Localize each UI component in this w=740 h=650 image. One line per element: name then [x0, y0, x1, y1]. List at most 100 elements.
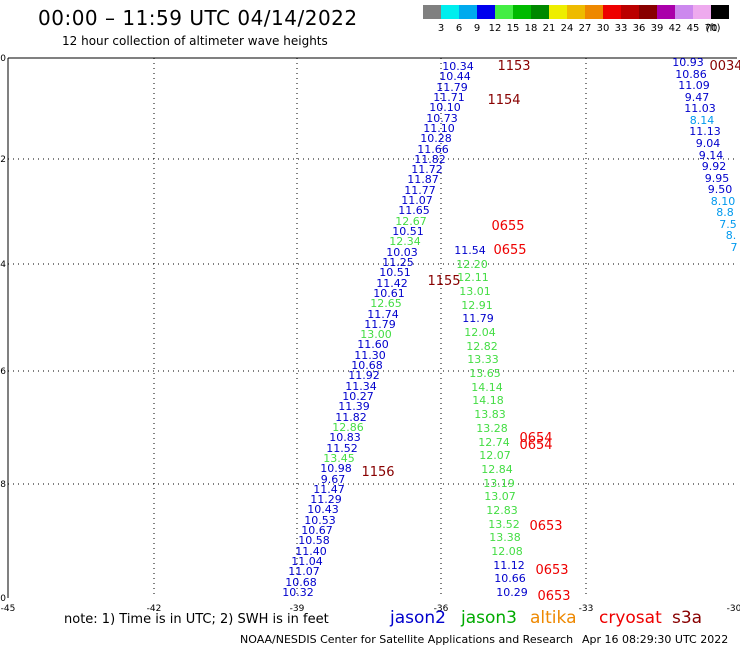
wave-height-label: 11.66: [417, 143, 449, 156]
wave-height-label: 11.74: [367, 308, 399, 321]
pass-time-label: 1155: [427, 274, 460, 289]
pass-time-label: 1154: [487, 93, 520, 108]
latitude-label: -40: [0, 54, 6, 64]
wave-height-label: 10.53: [304, 514, 336, 527]
wave-height-label: 11.30: [354, 349, 386, 362]
wave-height-label: 11.47: [313, 483, 345, 496]
wave-height-label: 10.61: [373, 287, 405, 300]
wave-height-label: 13.19: [483, 477, 515, 490]
wave-height-label: 13.38: [489, 531, 521, 544]
scale-swatch: [621, 5, 639, 19]
longitude-label: -45: [1, 604, 16, 614]
scale-tick-label: 6: [455, 23, 463, 34]
wave-height-label: 12.74: [478, 436, 510, 449]
scale-tick-label: 36: [632, 23, 646, 34]
scale-tick-label: 9: [473, 23, 481, 34]
wave-height-label: 10.86: [675, 68, 707, 81]
wave-height-label: 12.83: [486, 504, 518, 517]
scale-swatch: [549, 5, 567, 19]
wave-height-label: 11.71: [433, 91, 465, 104]
wave-height-label: 12.20: [456, 258, 488, 271]
wave-height-label: 12.34: [389, 235, 421, 248]
wave-height-label: 10.34: [442, 60, 474, 73]
wave-height-label: 10.67: [301, 524, 333, 537]
scale-swatch: [423, 5, 441, 19]
wave-height-label: 10.43: [307, 503, 339, 516]
wave-height-label: 8.14: [690, 114, 715, 127]
pass-time-label: 0654: [519, 438, 552, 453]
wave-height-label: 11.87: [407, 173, 439, 186]
scale-swatch: [441, 5, 459, 19]
wave-height-label: 13.00: [360, 328, 392, 341]
wave-height-label: 9.14: [699, 149, 724, 162]
wave-height-label: 9.47: [685, 91, 710, 104]
wave-height-label: 12.86: [332, 421, 364, 434]
scale-swatch: [639, 5, 657, 19]
scale-tick-label: 12: [488, 23, 502, 34]
scale-tick-label: 21: [542, 23, 556, 34]
scale-tick-label: 27: [578, 23, 592, 34]
wave-height-label: 11.52: [326, 442, 358, 455]
wave-height-label: 9.04: [696, 137, 721, 150]
wave-height-label: 10.66: [494, 572, 526, 585]
wave-height-label: 10.51: [392, 225, 424, 238]
legend-altika: altika: [530, 608, 577, 628]
wave-height-label: 11.25: [382, 256, 414, 269]
longitude-label: -36: [434, 604, 449, 614]
page-subtitle: 12 hour collection of altimeter wave hei…: [62, 34, 328, 48]
wave-height-label: 10.51: [379, 266, 411, 279]
wave-height-label: 13.01: [459, 285, 491, 298]
legend-cryosat: cryosat: [599, 608, 662, 628]
wave-height-label: 10.58: [298, 534, 330, 547]
scale-tick-label: 45: [686, 23, 700, 34]
wave-height-label: 11.42: [376, 277, 408, 290]
scale-tick-label: 15: [506, 23, 520, 34]
wave-height-label: 11.92: [348, 369, 380, 382]
wave-height-label: 11.10: [423, 122, 455, 135]
wave-height-label: 13.33: [467, 353, 499, 366]
wave-height-label: 13.83: [474, 408, 506, 421]
wave-height-label: 11.82: [335, 411, 367, 424]
latitude-label: -48: [0, 480, 6, 490]
scale-swatch: [711, 5, 729, 19]
pass-time-label: 0654: [519, 431, 552, 446]
wave-height-label: 11.39: [338, 400, 370, 413]
pass-time-label: 0655: [491, 219, 524, 234]
legend-s3a: s3a: [672, 608, 703, 628]
wave-height-label: 9.95: [705, 172, 730, 185]
wave-height-label: 10.73: [426, 112, 458, 125]
wave-height-label: 11.79: [462, 312, 494, 325]
wave-height-label: 8.8: [716, 206, 734, 219]
wave-height-label: 10.03: [386, 246, 418, 259]
wave-height-label: 13.07: [484, 490, 516, 503]
scale-tick-label: 3: [437, 23, 445, 34]
scale-unit-label: (ft): [705, 23, 721, 34]
wave-height-label: 10.68: [285, 576, 317, 589]
wave-height-label: 11.54: [454, 244, 486, 257]
scale-swatch: [693, 5, 711, 19]
wave-height-label: 11.65: [398, 204, 430, 217]
wave-height-label: 11.60: [357, 338, 389, 351]
wave-height-label: 11.29: [310, 493, 342, 506]
wave-height-label: 11.09: [678, 79, 710, 92]
pass-time-label: 0653: [537, 589, 570, 604]
scale-swatch: [513, 5, 531, 19]
wave-height-label: 12.08: [491, 545, 523, 558]
wave-height-label: 11.79: [364, 318, 396, 331]
wave-height-label: 7.5: [719, 218, 737, 231]
wave-height-label: 8.10: [711, 195, 736, 208]
scale-tick-label: 30: [596, 23, 610, 34]
wave-height-label: 12.65: [370, 297, 402, 310]
wave-height-label: 13.65: [469, 367, 501, 380]
scale-swatch: [603, 5, 621, 19]
wave-height-label: 11.79: [436, 81, 468, 94]
wave-height-label: 9.50: [708, 183, 733, 196]
page-title: 00:00 – 11:59 UTC 04/14/2022: [38, 6, 358, 30]
wave-height-label: 9.92: [702, 160, 727, 173]
scale-tick-label: 33: [614, 23, 628, 34]
wave-height-label: 10.44: [439, 70, 471, 83]
longitude-label: -30: [727, 604, 740, 614]
wave-height-label: 10.10: [429, 101, 461, 114]
scale-tick-label: 70: [704, 23, 718, 34]
